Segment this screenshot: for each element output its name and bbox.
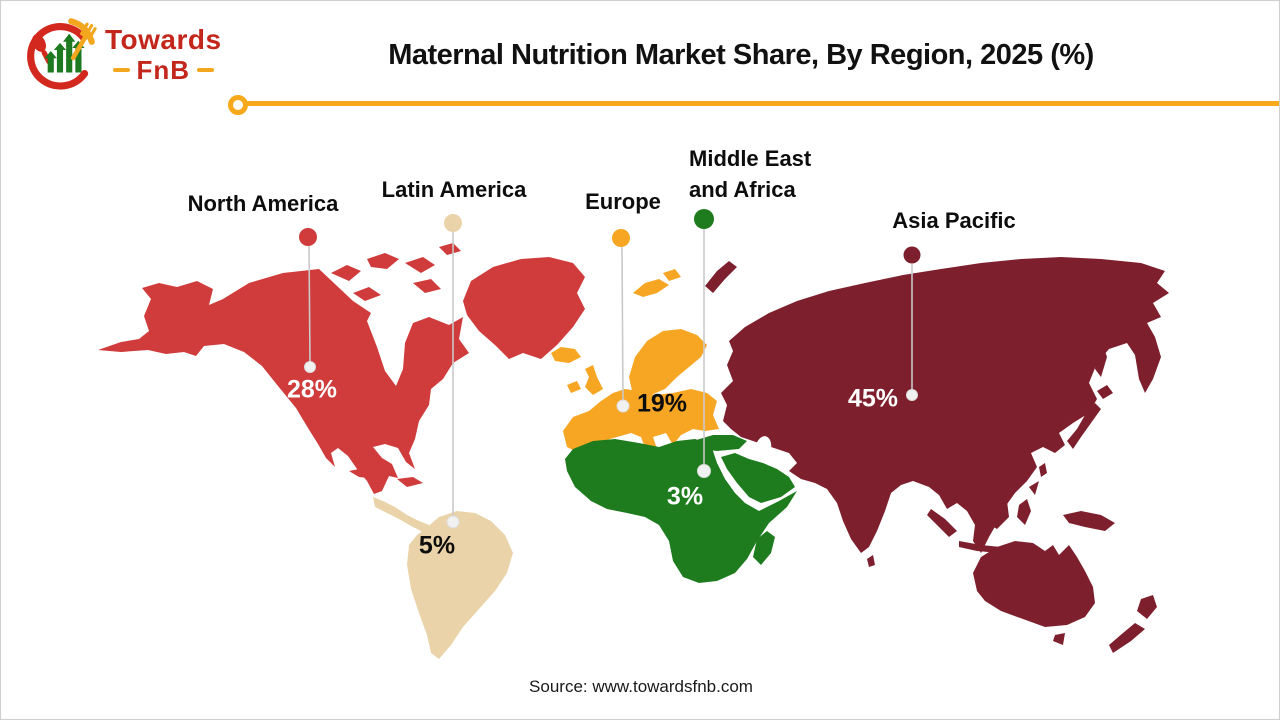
- europe-legend-dot: [612, 229, 630, 247]
- south-america-shape: [407, 511, 513, 659]
- arabia-shape: [721, 453, 795, 503]
- growth-bars-icon: [44, 33, 85, 73]
- region-label-north-america: North America: [187, 191, 339, 216]
- asia-mainland-shape: [721, 257, 1169, 553]
- asia-pacific-legend-dot: [903, 246, 921, 264]
- share-value-middle-east-africa: 3%: [666, 482, 704, 511]
- leader-dot-north-america: [304, 361, 316, 373]
- leader-dot-latin-america: [446, 515, 460, 529]
- leader-lines: [308, 229, 913, 518]
- logo-wordmark: Towards FnB: [105, 9, 222, 85]
- brand-name-top: Towards: [105, 24, 222, 55]
- australia-shape: [973, 541, 1095, 627]
- japan-shape: [1067, 385, 1113, 449]
- title-divider-line: [245, 101, 1279, 106]
- tasmania-shape: [1053, 633, 1065, 645]
- region-label-middle-east-line2: and Africa: [689, 177, 796, 202]
- caribbean-islands-shape: [349, 467, 423, 487]
- brand-dash-right: [197, 68, 215, 72]
- towardsfnb-logo-icon: [27, 18, 97, 90]
- philippines-shape: [1017, 459, 1047, 495]
- share-value-europe: 19%: [636, 389, 688, 418]
- africa-shape: [565, 439, 797, 583]
- north-america-mainland-shape: [98, 269, 469, 494]
- logo-ring-icon: [27, 23, 89, 90]
- map-region-north-america: [98, 228, 585, 494]
- towardsfnb-logo: Towards FnB: [23, 9, 222, 91]
- map-region-latin-america: [373, 214, 513, 659]
- leader-line-north-america: [308, 245, 311, 364]
- british-isles-shape: [567, 365, 603, 395]
- latin-america-legend-dot: [444, 214, 462, 232]
- turkey-shape: [693, 435, 747, 451]
- leader-line-europe: [621, 246, 624, 403]
- central-america-shape: [373, 497, 429, 533]
- arctic-islands-shape: [299, 243, 461, 301]
- madagascar-shape: [753, 531, 775, 565]
- iceland-shape: [551, 347, 581, 363]
- region-label-europe: Europe: [585, 189, 661, 214]
- leader-dot-europe: [616, 399, 630, 413]
- leader-dot-asia-pacific: [906, 389, 918, 401]
- greenland-shape: [463, 257, 585, 359]
- new-zealand-shape: [1109, 595, 1157, 653]
- region-label-latin-america: Latin America: [381, 177, 527, 202]
- brand-dash-left: [112, 68, 130, 72]
- sri-lanka-shape: [867, 555, 875, 567]
- fork-icon: [70, 22, 97, 61]
- leader-endpoints: [304, 361, 918, 529]
- scandinavia-shape: [629, 329, 707, 395]
- indonesia-shape: [927, 495, 1115, 553]
- sakhalin-shape: [1095, 345, 1107, 377]
- title-divider-ring-icon: [228, 95, 248, 115]
- region-label-asia-pacific: Asia Pacific: [892, 208, 1016, 233]
- region-label-middle-east-line1: Middle East: [689, 146, 812, 171]
- page-title: Maternal Nutrition Market Share, By Regi…: [388, 39, 1094, 71]
- middle-east-africa-legend-dot: [694, 209, 714, 229]
- share-value-north-america: 28%: [286, 375, 338, 404]
- north-america-legend-dot: [299, 228, 317, 246]
- region-label-middle-east-africa: Middle East and Africa: [689, 143, 811, 205]
- share-value-asia-pacific: 45%: [847, 384, 899, 413]
- caspian-sea-shape: [754, 436, 772, 462]
- share-value-latin-america: 5%: [418, 531, 456, 560]
- map-region-asia-pacific: [705, 246, 1169, 653]
- source-credit: Source: www.towardsfnb.com: [529, 677, 753, 696]
- brand-name-bottom: FnB: [136, 55, 191, 85]
- europe-mainland-shape: [563, 389, 719, 453]
- map-region-europe: [551, 229, 719, 453]
- leader-dot-middle-east-africa: [697, 464, 711, 478]
- novaya-zemlya-shape: [705, 261, 737, 293]
- svalbard-shape: [633, 269, 681, 297]
